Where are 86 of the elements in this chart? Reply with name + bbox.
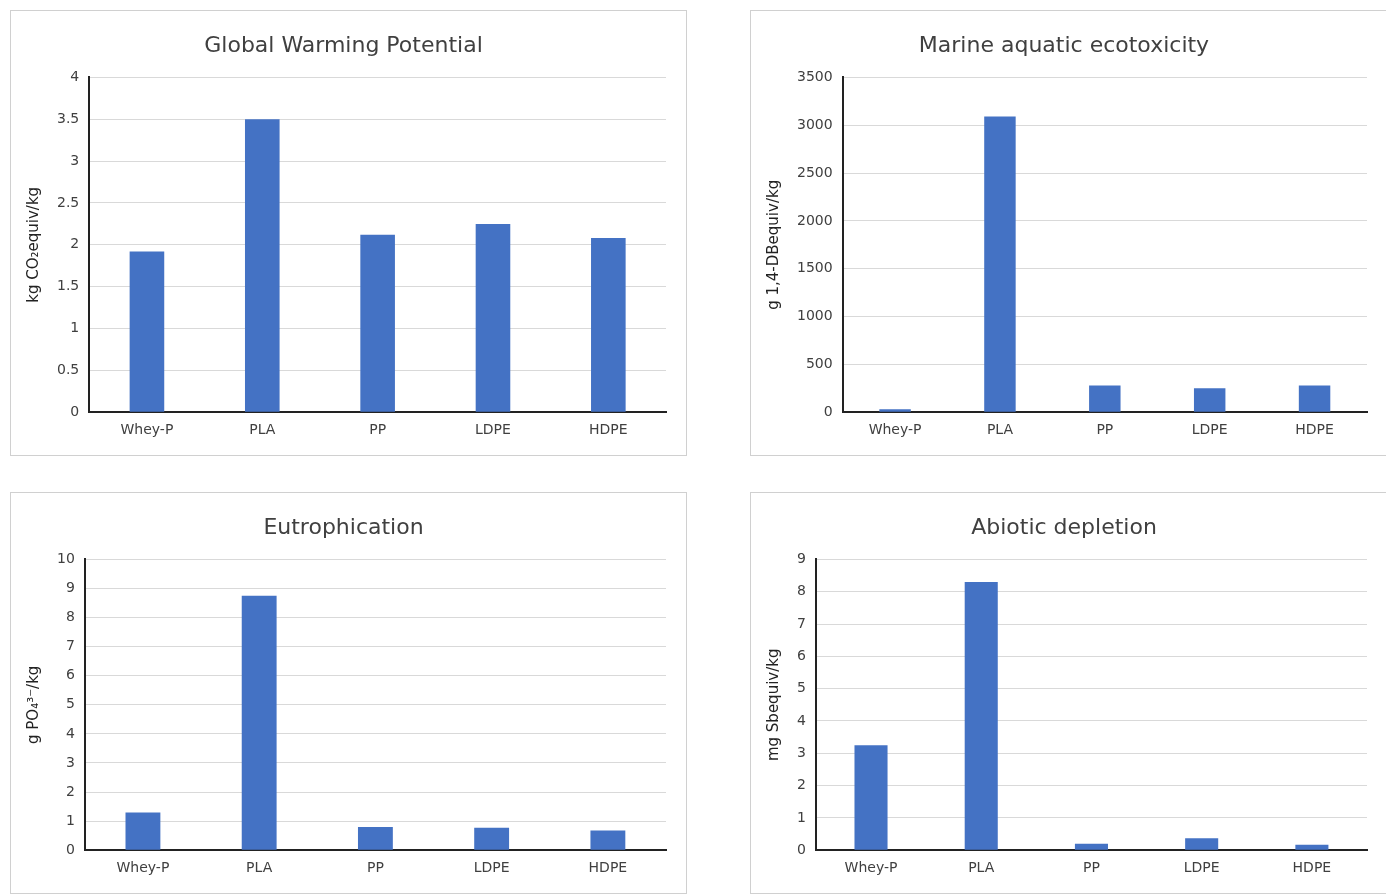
y-tick-label: 0 — [823, 402, 833, 419]
bar — [1089, 385, 1121, 412]
x-tick-label: PP — [1083, 859, 1100, 876]
x-tick-label: LDPE — [473, 859, 510, 876]
y-tick-label: 0 — [65, 840, 75, 857]
y-tick-label: 2.5 — [57, 193, 80, 210]
bar — [964, 582, 998, 850]
y-tick-label: 3 — [70, 151, 80, 168]
y-tick-label: 2000 — [796, 211, 833, 228]
y-tick-label: 1 — [65, 811, 75, 828]
bar — [474, 827, 510, 850]
bar — [879, 409, 911, 412]
y-tick-label: 2 — [70, 235, 80, 252]
x-tick-label: Whey-P — [844, 859, 898, 876]
bar — [1298, 385, 1331, 412]
bar — [244, 119, 280, 412]
y-tick-label: 8 — [796, 582, 806, 599]
y-axis-title: mg Sbequiv/kg — [763, 648, 782, 762]
y-tick-label: 3 — [65, 753, 75, 770]
y-tick-label: 5 — [65, 695, 75, 712]
y-axis-title: g PO₄³⁻/kg — [23, 665, 42, 744]
x-tick-label: Whey-P — [116, 859, 170, 876]
x-tick-label: HDPE — [589, 421, 628, 438]
y-tick-label: 3.5 — [57, 109, 80, 126]
y-tick-label: 1000 — [796, 307, 833, 324]
y-tick-label: 7 — [65, 637, 75, 654]
chart-title: Abiotic depletion — [971, 513, 1157, 539]
x-tick-label: PP — [369, 421, 387, 438]
y-tick-label: 0.5 — [57, 360, 80, 377]
bar — [1193, 388, 1226, 412]
y-tick-label: 6 — [796, 646, 806, 663]
bar — [984, 116, 1016, 412]
bar — [591, 238, 626, 412]
y-tick-label: 9 — [796, 550, 806, 567]
y-tick-label: 8 — [65, 608, 75, 625]
y-tick-label: 2500 — [796, 163, 833, 180]
bar — [360, 234, 395, 412]
y-tick-label: 1500 — [796, 259, 833, 276]
y-tick-label: 9 — [65, 579, 75, 596]
x-tick-label: HDPE — [1292, 859, 1332, 876]
bar — [1185, 838, 1219, 850]
y-tick-label: 2 — [65, 782, 75, 799]
x-tick-label: PLA — [249, 421, 276, 438]
x-tick-label: HDPE — [1295, 421, 1334, 438]
x-tick-label: PP — [366, 859, 384, 876]
chart-title: Eutrophication — [263, 513, 424, 539]
x-tick-label: LDPE — [1183, 859, 1220, 876]
y-axis-title: g 1,4-DBequiv/kg — [763, 179, 782, 310]
y-tick-label: 3000 — [796, 115, 833, 132]
x-tick-label: Whey-P — [120, 421, 174, 438]
chart-title: Global Warming Potential — [204, 31, 483, 57]
bar — [125, 812, 161, 850]
y-tick-label: 6 — [65, 666, 75, 683]
chart-title: Marine aquatic ecotoxicity — [918, 31, 1210, 57]
y-tick-label: 0 — [796, 840, 806, 857]
bar — [475, 223, 511, 412]
x-tick-label: Whey-P — [868, 421, 922, 438]
y-tick-label: 2 — [796, 776, 806, 793]
y-tick-label: 3 — [796, 743, 806, 760]
bar — [1074, 843, 1108, 850]
x-tick-label: PLA — [968, 859, 995, 876]
y-tick-label: 4 — [65, 724, 75, 741]
y-tick-label: 10 — [56, 550, 75, 567]
y-tick-label: 5 — [796, 679, 806, 696]
bar — [1295, 844, 1329, 850]
y-tick-label: 1.5 — [57, 277, 80, 294]
y-tick-label: 500 — [805, 355, 833, 372]
x-tick-label: HDPE — [588, 859, 628, 876]
bar — [357, 826, 393, 850]
x-tick-label: LDPE — [475, 421, 511, 438]
y-axis-title: kg CO₂equiv/kg — [23, 186, 42, 303]
y-tick-label: 1 — [796, 808, 806, 825]
y-tick-label: 1 — [70, 319, 80, 336]
y-tick-label: 4 — [70, 68, 80, 85]
y-tick-label: 0 — [70, 402, 80, 419]
y-tick-label: 3500 — [796, 68, 833, 85]
y-tick-label: 4 — [796, 711, 806, 728]
x-tick-label: PLA — [986, 421, 1014, 438]
x-tick-label: PLA — [246, 859, 273, 876]
y-tick-label: 7 — [796, 614, 806, 631]
x-tick-label: PP — [1096, 421, 1114, 438]
bar — [590, 830, 626, 850]
bar — [241, 595, 277, 850]
x-tick-label: LDPE — [1191, 421, 1228, 438]
bar — [854, 745, 888, 850]
bar — [129, 251, 165, 412]
